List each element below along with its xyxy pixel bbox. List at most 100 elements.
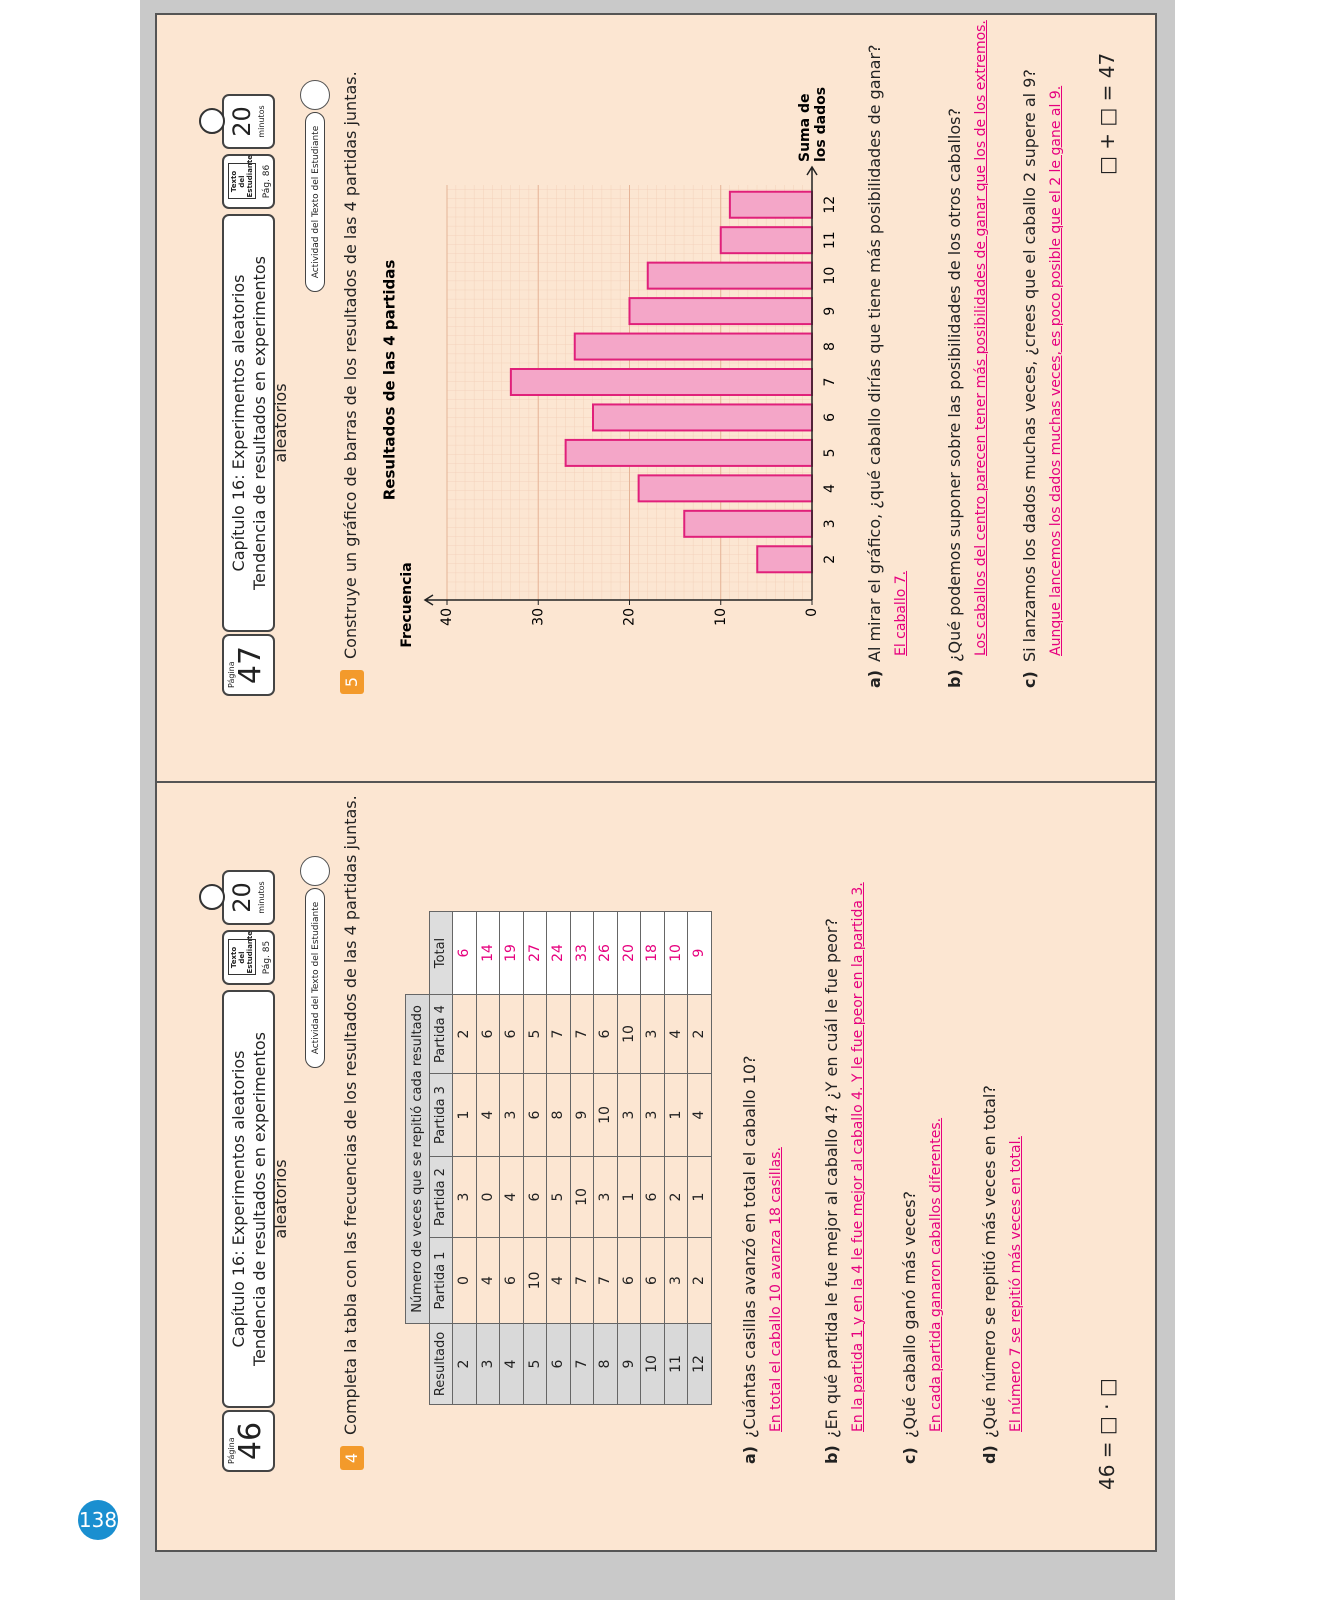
- bar-chart: Resultados de las 4 partidas Frecuencia Su…: [381, 87, 839, 648]
- spread-content: Resultados de las 4 partidas Frecuencia Su…: [157, 15, 1155, 1550]
- time-value: 20: [228, 106, 256, 137]
- table-cell: 3: [593, 1156, 617, 1238]
- table-cell: 5: [523, 1323, 547, 1405]
- answer: En total el caballo 10 avanza 18 casilla…: [768, 1147, 784, 1432]
- table-cell: 4: [664, 994, 688, 1074]
- question: ¿Qué podemos suponer sobre las posibilid…: [945, 108, 964, 662]
- table-cell: 1: [617, 1156, 641, 1238]
- table-cell: 26: [593, 911, 617, 995]
- activity-icon: [300, 856, 330, 886]
- bar: [564, 438, 813, 467]
- table-header: Total: [429, 911, 453, 995]
- table-cell: 12: [687, 1323, 711, 1405]
- chapter-title: Capítulo 16: Experimentos aleatorios: [229, 1050, 248, 1348]
- time-unit: minutos: [257, 105, 266, 138]
- chapter-subtitle: Tendencia de resultados en experimentos …: [250, 1032, 290, 1366]
- answer: En la partida 1 y en la 4 le fue mejor a…: [850, 882, 866, 1432]
- bar: [592, 403, 813, 432]
- instruction: Construye un gráfico de barras de los re…: [341, 71, 360, 659]
- table-cell: 8: [593, 1323, 617, 1405]
- table-cell: 3: [617, 1073, 641, 1157]
- table-cell: 6: [640, 1237, 664, 1324]
- x-tick-label: 12: [822, 196, 838, 214]
- table-cell: 4: [476, 1237, 500, 1324]
- table-cell: 3: [476, 1323, 500, 1405]
- question: ¿Qué número se repitió más veces en tota…: [980, 1085, 999, 1438]
- table-cell: 6: [523, 1073, 547, 1157]
- answer: En cada partida ganaron caballos diferen…: [928, 1117, 944, 1432]
- activity-pill: Actividad del Texto del Estudiante: [305, 112, 325, 292]
- table-header: Partida 1: [429, 1237, 453, 1324]
- footer-equation: 46 = □ · □: [1095, 1378, 1119, 1490]
- bar: [719, 226, 813, 255]
- table-cell: 3: [452, 1156, 476, 1238]
- table-header: Partida 3: [429, 1073, 453, 1157]
- table-cell: 5: [523, 994, 547, 1074]
- table-cell: 6: [452, 911, 476, 995]
- page-value: 47: [233, 645, 268, 685]
- table-cell: 1: [664, 1073, 688, 1157]
- table-cell: 10: [664, 911, 688, 995]
- table-empty-cell: [406, 912, 430, 995]
- table-cell: 2: [687, 1237, 711, 1324]
- table-cell: 11: [664, 1323, 688, 1405]
- book-spread: Resultados de las 4 partidas Frecuencia Su…: [155, 13, 1157, 1552]
- x-tick-label: 3: [822, 519, 838, 528]
- table-cell: 9: [570, 1073, 594, 1157]
- table-cell: 6: [640, 1156, 664, 1238]
- table-header: Partida 2: [429, 1156, 453, 1238]
- table-row: 3 4 0 4 6 14: [476, 911, 500, 1405]
- table-cell: 5: [546, 1156, 570, 1238]
- bar: [573, 332, 813, 361]
- bar: [509, 368, 813, 396]
- table-header: Partida 4: [429, 994, 453, 1074]
- chapter-box: Capítulo 16: Experimentos aleatorios Tend…: [222, 990, 290, 1408]
- table-cell: 4: [499, 1323, 523, 1405]
- table-cell: 1: [452, 1073, 476, 1157]
- question: ¿Cuántas casillas avanzó en total el cab…: [740, 1055, 759, 1438]
- table-cell: 14: [476, 911, 500, 995]
- question: ¿Qué caballo ganó más veces?: [900, 1190, 919, 1438]
- table-cell: 6: [617, 1237, 641, 1324]
- time-unit: minutos: [257, 881, 266, 914]
- page-badge: Página 47: [222, 634, 275, 696]
- bar: [728, 190, 813, 219]
- question-label: a): [865, 669, 884, 688]
- table-header-group: Número de veces que se repitió cada resu…: [405, 994, 429, 1324]
- answer: El número 7 se repitió más veces en tota…: [1008, 1136, 1024, 1432]
- bar: [683, 509, 813, 538]
- x-tick-label: 9: [822, 307, 838, 316]
- answer: Aunque lancemos los dados muchas veces, …: [1048, 85, 1064, 656]
- book-page: Pág. 86: [262, 164, 272, 199]
- instruction: Completa la tabla con las frecuencias de…: [341, 795, 360, 1435]
- table-cell: 10: [593, 1073, 617, 1157]
- question: Al mirar el gráfico, ¿qué caballo dirías…: [865, 44, 884, 662]
- page-number: 138: [78, 1500, 118, 1540]
- table-cell: 3: [640, 994, 664, 1074]
- activity-icon: [300, 80, 330, 110]
- question-label: d): [980, 1445, 999, 1464]
- table-cell: 2: [452, 1323, 476, 1405]
- table-cell: 10: [523, 1237, 547, 1324]
- table-cell: 6: [499, 1237, 523, 1324]
- table-cell: 3: [499, 1073, 523, 1157]
- table-header-row: Resultado Partida 1 Partida 2 Partida 3 Part…: [429, 911, 453, 1405]
- table-row: 10 6 6 3 3 18: [640, 911, 664, 1405]
- book-name: Texto del Estudiante: [228, 155, 256, 200]
- y-tick-label: 0: [804, 608, 820, 617]
- x-axis-label: Suma de: [797, 94, 813, 162]
- x-tick-label: 2: [822, 555, 838, 564]
- answer: Los caballos del centro parecen tener má…: [973, 20, 989, 656]
- y-tick-label: 20: [622, 608, 638, 626]
- table-cell: 0: [452, 1237, 476, 1324]
- table-cell: 7: [570, 1323, 594, 1405]
- x-axis-label: los dados: [813, 87, 829, 162]
- x-tick-label: 6: [822, 413, 838, 422]
- table-cell: 3: [664, 1237, 688, 1324]
- page-badge: Página 46: [222, 1410, 275, 1472]
- x-tick-label: 5: [822, 448, 838, 457]
- table-cell: 7: [546, 994, 570, 1074]
- table-cell: 6: [499, 994, 523, 1074]
